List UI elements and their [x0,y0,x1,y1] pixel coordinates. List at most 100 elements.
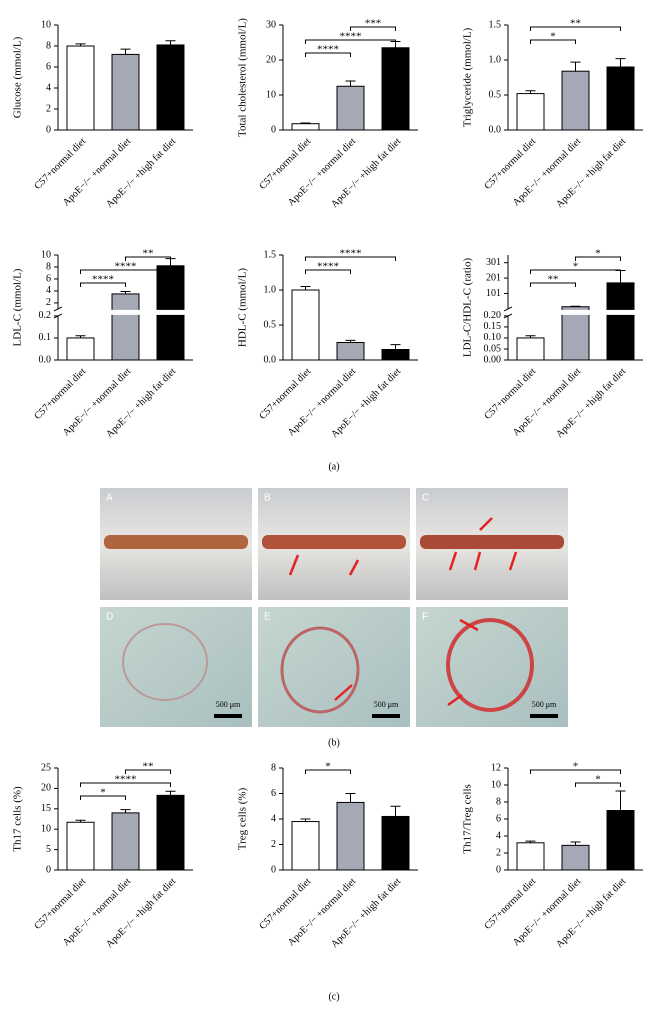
significance-label: *** [365,18,382,30]
significance-bracket [530,26,621,31]
y-tick-label: 0 [271,864,276,875]
y-tick-label: 301 [486,257,501,268]
significance-bracket [80,795,126,800]
significance-label: * [595,248,601,260]
y-tick-label: 0.1 [39,332,52,343]
bar [291,821,320,871]
y-tick-label: 0.05 [484,343,502,354]
error-bar [615,58,626,67]
scale-bar-label: 500 μm [216,700,241,709]
y-tick-label: 1.5 [489,19,502,30]
y-tick-label: 15 [41,803,51,814]
axis-break [59,309,194,315]
y-axis-title: Triglyceride (mmol/L) [462,27,474,127]
significance-bracket [125,769,171,774]
significance-bracket [305,256,396,261]
photo-label: E [264,612,271,623]
significance-bracket [575,782,621,787]
y-axis-title: Th17/Treg cells [462,784,474,854]
bar [336,85,365,131]
significance-label: ** [548,274,559,286]
error-bar [345,339,356,343]
error-bar [570,841,581,846]
y-tick-label: 10 [491,779,501,790]
error-bar [165,790,176,796]
y-tick-label: 10 [266,89,276,100]
error-bar [300,286,311,290]
y-tick-label: 0 [46,864,51,875]
error-bar [615,790,626,811]
y-tick-label: 4 [271,813,276,824]
significance-bracket [305,769,351,774]
scale-bar-label: 500 μm [532,700,557,709]
bar [156,44,185,131]
significance-label: **** [317,261,339,273]
y-tick-label: 6 [496,813,501,824]
y-axis-title: Treg cells (%) [237,787,249,850]
y-tick-label: 0.0 [264,354,277,365]
y-tick-label: 0.10 [484,332,502,343]
bar [336,342,365,361]
photo-label: D [106,612,113,623]
error-bar [75,43,86,46]
y-axis-title: HDL-C (mmol/L) [237,268,249,347]
histology: 500 μm F [416,607,568,727]
significance-bracket [80,282,126,287]
y-tick-label: 6 [46,61,51,72]
axis-break-mark [53,306,63,319]
significance-bracket [575,256,621,261]
histology: 500 μm D [100,607,252,727]
bar [111,293,140,361]
y-tick-label: 8 [46,40,51,51]
significance-bracket [305,52,351,57]
photo-label: A [106,493,113,504]
error-bar [525,840,536,843]
significance-label: ** [143,248,154,260]
error-bar [390,344,401,350]
bar [336,801,365,871]
significance-bracket [305,39,396,44]
y-axis-title: Glucose (mmol/L) [12,36,24,118]
y-tick-label: 0.2 [39,310,52,321]
photo: B [258,488,410,600]
significance-bracket [530,269,621,274]
y-tick-label: 1.5 [264,249,277,260]
significance-label: * [595,774,601,786]
photo: C [416,488,568,600]
scale-bar-label: 500 μm [374,700,399,709]
y-tick-label: 2 [46,103,51,114]
significance-bracket [530,39,576,44]
y-tick-label: 1.0 [264,284,277,295]
y-tick-label: 0.00 [484,354,502,365]
y-tick-label: 2 [271,839,276,850]
significance-label: * [573,261,579,273]
error-bar [120,809,131,813]
bar [111,53,140,131]
error-bar [120,291,131,294]
error-bar [345,793,356,803]
y-tick-label: 10 [41,19,51,30]
bar [606,66,635,131]
axis-break [509,309,644,315]
y-tick-label: 10 [41,823,51,834]
significance-label: **** [340,31,362,43]
significance-bracket [305,269,351,274]
y-tick-label: 0 [496,864,501,875]
y-tick-label: 0.0 [489,124,502,135]
error-bar [345,80,356,87]
error-bar [75,335,86,338]
significance-label: ** [143,761,154,773]
y-tick-label: 1.0 [489,54,502,65]
error-bar [525,335,536,338]
bar [381,815,410,871]
significance-bracket [125,256,171,261]
bar [291,123,320,131]
bar [66,337,95,361]
y-axis-title: Th17 cells (%) [12,786,24,852]
significance-label: * [573,761,579,773]
significance-label: ** [570,18,581,30]
y-tick-label: 2 [496,847,501,858]
bar [66,821,95,871]
significance-label: * [325,761,331,773]
